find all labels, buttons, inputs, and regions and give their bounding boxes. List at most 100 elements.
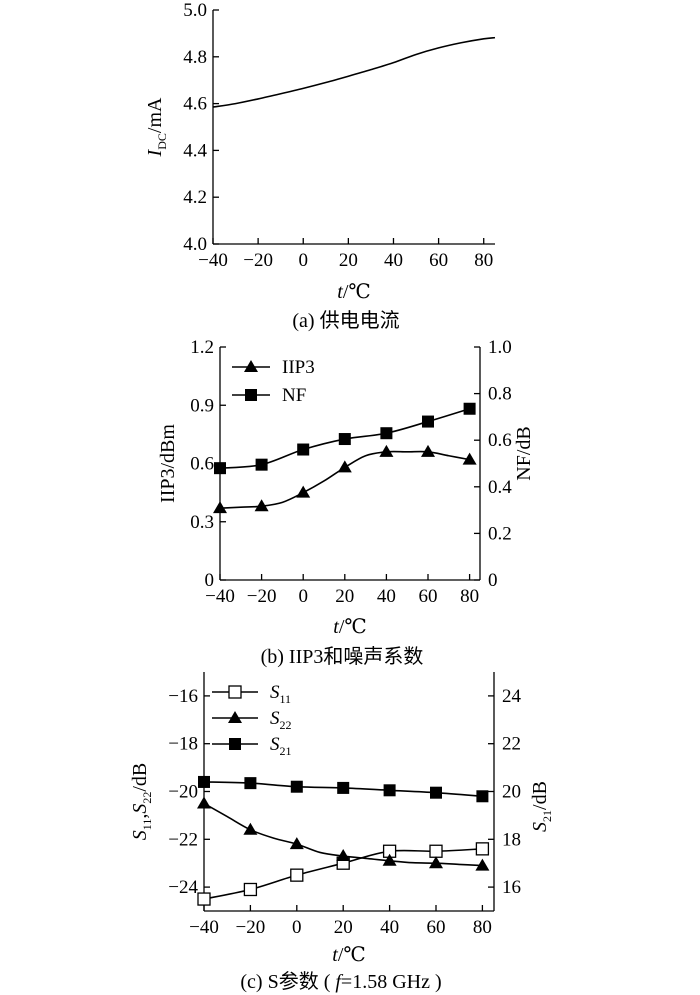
marker-s11 [429, 844, 443, 858]
y-tick-label-right: 0.2 [488, 523, 512, 544]
x-tick-label: 80 [474, 250, 493, 271]
marker-s21 [244, 777, 257, 790]
y-tick-label-right: 0 [488, 570, 498, 591]
marker-iip3 [296, 485, 311, 498]
marker-s11 [475, 842, 490, 856]
y-tick-label-right: 0.6 [488, 430, 512, 451]
marker-nf [463, 402, 476, 415]
x-tick-label: 80 [460, 586, 479, 607]
y-tick-label-right: 22 [502, 734, 521, 755]
marker-nf [255, 458, 268, 471]
marker-nf [297, 443, 310, 456]
x-tick-label: 80 [473, 917, 492, 938]
marker-iip3 [213, 501, 227, 514]
legend-marker-s21 [229, 738, 241, 750]
y-tick-label-left: 0.3 [190, 512, 214, 533]
legend-marker-s22 [228, 711, 242, 723]
x-tick-label: 40 [384, 250, 403, 271]
y-tick-label-left: 0.9 [190, 395, 214, 416]
y-tick-label-right: 24 [502, 686, 522, 707]
marker-s21 [198, 775, 210, 788]
legend-marker-iip3 [244, 360, 258, 372]
marker-s21 [476, 790, 489, 803]
legend-label-s11: S11 [270, 682, 291, 706]
legend-label-s21: S21 [270, 734, 292, 758]
marker-s22 [243, 822, 258, 835]
y-tick-label-left: −16 [168, 686, 198, 707]
y-axis-label-right-text: S21/dB [529, 781, 554, 832]
y-tick-label-left: 1.2 [190, 337, 214, 358]
x-tick-label: 40 [380, 917, 399, 938]
marker-nf [214, 462, 226, 475]
y-tick-label-left: 0.6 [190, 454, 214, 475]
y-tick-label-left: 0 [205, 570, 215, 591]
marker-nf [338, 433, 351, 446]
y-tick-label-left: −22 [168, 829, 198, 850]
y-tick-label-left: 4.0 [183, 234, 207, 255]
y-tick-label-left: −20 [168, 782, 198, 803]
y-tick-label-right: 20 [502, 782, 521, 803]
y-tick-label-left: −18 [168, 734, 198, 755]
x-tick-label: 60 [427, 917, 446, 938]
y-tick-label-left: 4.2 [183, 187, 207, 208]
y-tick-label-left: −24 [168, 877, 198, 898]
y-tick-label-right: 1.0 [488, 337, 512, 358]
marker-nf [380, 427, 393, 440]
marker-s22 [336, 849, 351, 862]
figure-caption: (b) IIP3和噪声系数 [261, 645, 424, 668]
x-tick-label: 60 [429, 250, 448, 271]
marker-s11 [243, 882, 258, 897]
marker-iip3 [421, 444, 435, 457]
y-tick-label-left: 5.0 [183, 0, 207, 21]
y-axis-label-left: S11,S22/dB [129, 763, 154, 840]
y-tick-label-right: 16 [502, 877, 521, 898]
marker-s11 [197, 892, 211, 906]
chart-panel-a: −40 −20 0 20 40 60 80 4.0 4.2 4.4 4.6 4.8 5.0 t/℃ (a) … [144, 0, 496, 332]
legend-marker-s11 [228, 685, 242, 699]
x-tick-label: −20 [236, 917, 266, 938]
x-tick-label: 0 [298, 250, 308, 271]
y-axis-label-left: IIP3/dBm [157, 424, 179, 503]
x-axis-label: t/℃ [333, 616, 367, 638]
legend-label-s22: S22 [270, 708, 292, 732]
x-tick-label: −20 [247, 586, 277, 607]
y-tick-label-left: 4.4 [183, 140, 207, 161]
marker-s22 [382, 853, 397, 866]
x-tick-label: −40 [205, 586, 235, 607]
legend-label-nf: NF [282, 385, 306, 406]
marker-iip3 [254, 499, 269, 512]
x-tick-label: 0 [298, 586, 308, 607]
marker-s21 [337, 781, 350, 794]
series-line-idc [212, 36, 496, 108]
marker-iip3 [337, 460, 352, 473]
x-tick-label: 40 [377, 586, 396, 607]
x-tick-label: 20 [334, 917, 353, 938]
x-tick-label: 0 [292, 917, 302, 938]
marker-s21 [383, 784, 396, 797]
marker-s22 [289, 837, 304, 850]
y-tick-label-right: 18 [502, 829, 521, 850]
x-tick-label: 60 [419, 586, 438, 607]
marker-s11 [290, 868, 304, 882]
figure-caption: (a) 供电电流 [292, 309, 399, 332]
y-axis-label-left-text: S11,S22/dB [129, 763, 154, 840]
x-tick-label: 20 [335, 586, 354, 607]
y-axis-label-right: NF/dB [513, 426, 535, 480]
marker-nf [422, 415, 434, 428]
y-axis-label-left-text: IIP3/dBm [157, 424, 179, 503]
y-tick-label-left: 4.8 [183, 47, 207, 68]
x-tick-label: −40 [189, 917, 219, 938]
y-axis-label-right: S21/dB [529, 781, 554, 832]
y-axis-label-right-text: NF/dB [513, 426, 535, 480]
y-axis-label: IDC/mA [144, 97, 169, 157]
figure-caption: (c) S参数 ( f=1.58 GHz ) [240, 970, 441, 993]
y-tick-label-left: 4.6 [183, 94, 207, 115]
marker-s22 [197, 796, 211, 809]
y-tick-label-right: 0.8 [488, 384, 512, 405]
x-axis-label: t/℃ [332, 944, 366, 966]
legend-marker-nf [245, 389, 257, 401]
marker-s22 [475, 858, 490, 871]
x-tick-label: −20 [243, 250, 273, 271]
marker-s22 [429, 856, 443, 869]
